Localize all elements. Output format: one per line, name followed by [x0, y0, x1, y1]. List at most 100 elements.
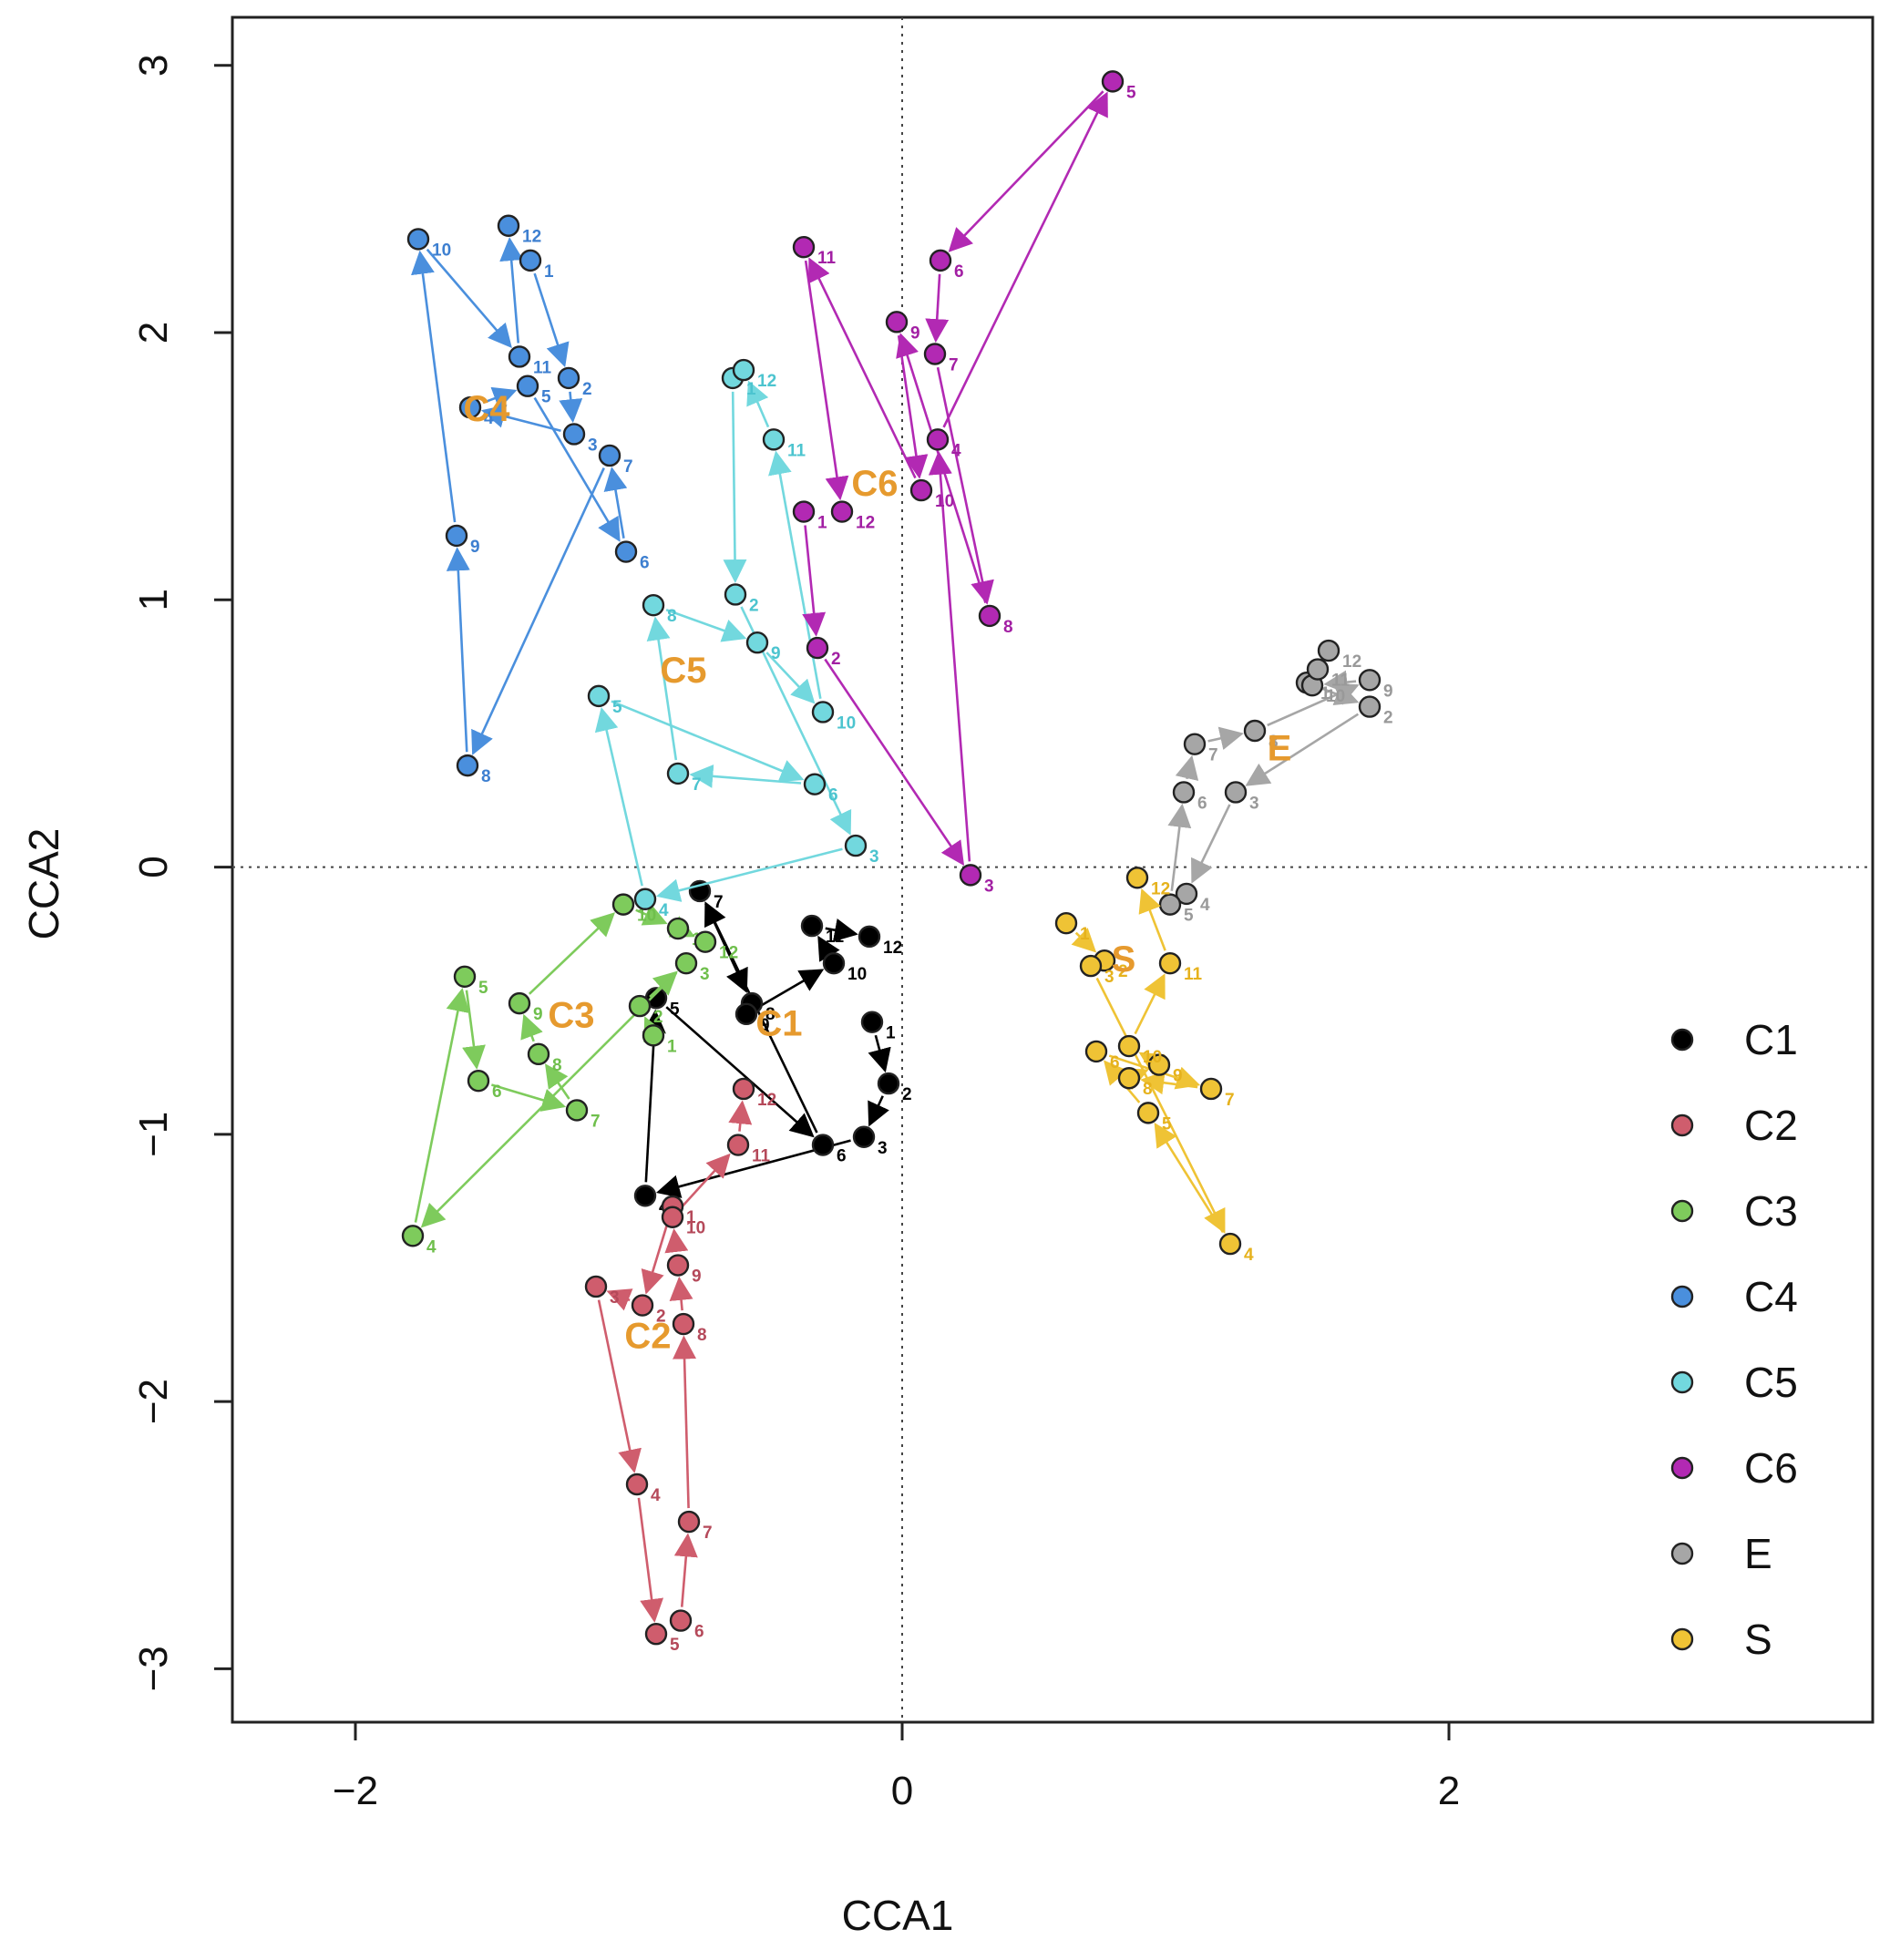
- legend-item-c2: C2: [1670, 1102, 1798, 1149]
- point-month-label: 4: [1244, 1246, 1254, 1265]
- point-month-label: 5: [1162, 1114, 1172, 1134]
- point-month-label: 7: [703, 1524, 713, 1543]
- trajectory-arrow: [728, 1100, 753, 1132]
- y-tick-label: 3: [131, 55, 176, 77]
- point-month-label: 5: [1126, 83, 1136, 102]
- trajectory-arrow: [817, 935, 840, 962]
- legend-swatch: [1670, 1199, 1694, 1223]
- trajectory-arrow: [802, 525, 827, 637]
- group-label: C3: [548, 996, 594, 1036]
- x-tick-label: 0: [891, 1769, 913, 1813]
- trajectory-arrow: [804, 260, 849, 501]
- legend-label: C5: [1744, 1359, 1798, 1406]
- trajectory-arrow: [594, 706, 643, 887]
- legend-item-c3: C3: [1670, 1187, 1798, 1235]
- data-point: [885, 311, 909, 334]
- trajectory-arrow: [1095, 977, 1226, 1234]
- point-month-label: 12: [757, 1091, 776, 1110]
- trajectory-arrow: [897, 334, 929, 479]
- point-month-label: 6: [828, 786, 838, 806]
- point-month-label: 10: [935, 492, 954, 511]
- trajectory-arrow: [491, 1083, 567, 1112]
- trajectory-arrow: [446, 547, 470, 753]
- data-point: [909, 478, 933, 502]
- data-point: [1117, 1067, 1141, 1090]
- y-tick-label: −1: [131, 1112, 176, 1157]
- data-point: [1358, 669, 1382, 692]
- y-tick-label: 2: [131, 322, 176, 344]
- trajectory-arrow: [681, 1153, 731, 1208]
- point-month-label: 10: [1326, 687, 1345, 706]
- point-month-label: 2: [1383, 709, 1393, 728]
- trajectory-arrow: [1154, 1122, 1225, 1234]
- point-month-label: 7: [714, 893, 724, 912]
- data-point: [1183, 733, 1207, 755]
- point-month-label: 7: [1208, 746, 1218, 765]
- point-month-label: 8: [697, 1326, 707, 1345]
- trajectory-arrow: [1191, 804, 1231, 884]
- point-month-label: 11: [1184, 965, 1203, 984]
- trajectory-arrow: [673, 1533, 698, 1607]
- point-month-label: 6: [1197, 794, 1207, 813]
- trajectory-arrow: [603, 467, 628, 539]
- data-point: [1101, 70, 1125, 93]
- point-month-label: 6: [694, 1623, 704, 1642]
- point-month-label: 6: [954, 262, 964, 282]
- trajectory-arrow: [936, 366, 994, 605]
- legend-label: C4: [1744, 1273, 1798, 1320]
- trajectory-arrow: [1323, 670, 1357, 694]
- data-point: [1175, 882, 1198, 906]
- trajectory-arrow: [928, 450, 971, 862]
- trajectory-arrow: [868, 1095, 889, 1127]
- legend-item-s: S: [1670, 1616, 1772, 1663]
- data-point: [516, 375, 539, 397]
- trajectory-arrow: [528, 912, 616, 995]
- data-point: [1084, 1040, 1108, 1063]
- point-month-label: 10: [637, 907, 656, 926]
- data-point: [852, 1125, 876, 1148]
- trajectory-arrow: [411, 250, 457, 523]
- x-axis-ticks: −2 0 2: [333, 1722, 1460, 1813]
- point-month-label: 1: [544, 262, 554, 282]
- trajectory-arrow: [414, 987, 470, 1223]
- data-point: [598, 444, 621, 467]
- trajectory-arrow: [704, 903, 748, 993]
- point-month-label: 3: [1104, 968, 1114, 987]
- point-month-label: 8: [1269, 733, 1279, 752]
- point-month-label: 12: [757, 372, 776, 391]
- legend-swatch: [1670, 1285, 1694, 1308]
- plot-frame: [231, 15, 1875, 1724]
- data-point: [800, 914, 824, 938]
- point-month-label: 1: [746, 380, 756, 399]
- point-month-label: 1: [686, 1208, 696, 1227]
- data-point: [830, 500, 854, 523]
- trajectory-arrow: [768, 450, 822, 699]
- group-label: S: [1112, 939, 1136, 980]
- point-month-label: 4: [951, 441, 961, 460]
- point-month-label: 11: [533, 358, 552, 377]
- point-month-label: 10: [686, 1219, 705, 1238]
- legend-label: S: [1744, 1616, 1772, 1663]
- trajectory-arrow: [646, 616, 678, 761]
- data-point: [1199, 1077, 1223, 1101]
- data-point: [666, 762, 690, 785]
- trajectory-arrow: [656, 847, 843, 902]
- point-month-label: 2: [749, 596, 759, 615]
- legend-label: C3: [1744, 1187, 1798, 1235]
- legend-swatch: [1670, 1627, 1694, 1651]
- point-month-label: 11: [826, 928, 845, 947]
- point-month-label: 2: [902, 1085, 912, 1104]
- point-month-label: 9: [533, 1005, 543, 1024]
- y-axis-title: CCA2: [20, 828, 67, 940]
- data-point: [803, 773, 827, 795]
- data-point: [519, 249, 542, 272]
- data-point: [1125, 867, 1149, 889]
- point-month-label: 5: [478, 979, 488, 998]
- data-point: [1054, 911, 1078, 935]
- legend-label: C1: [1744, 1016, 1798, 1063]
- x-tick-label: 2: [1438, 1769, 1460, 1813]
- y-tick-label: 0: [131, 856, 176, 877]
